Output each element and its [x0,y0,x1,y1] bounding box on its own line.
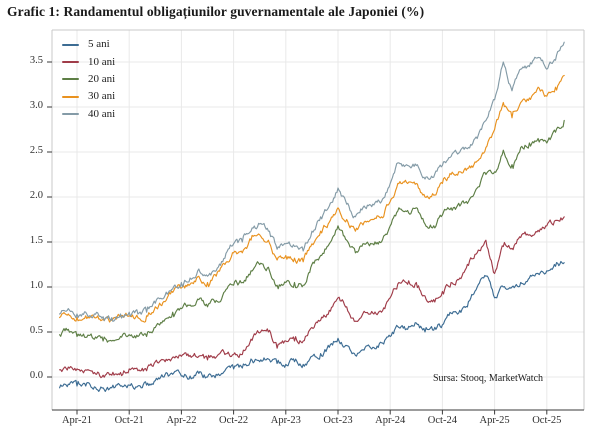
legend-item: 30 ani [62,88,115,105]
legend-label: 10 ani [88,55,116,68]
y-tick-label: 3.0 [29,100,43,111]
x-tick-label: Apr-22 [166,415,197,426]
source-note: Sursa: Stooq, MarketWatch [433,373,544,384]
legend-label: 40 ani [88,107,116,120]
legend-label: 30 ani [88,90,116,103]
series-line-5-ani [59,260,565,392]
y-tick-label: 1.5 [29,235,43,246]
chart-title: Grafic 1: Randamentul obligațiunilor guv… [7,4,425,19]
x-tick-label: Oct-22 [219,415,249,426]
y-tick-label: 0.5 [29,325,43,336]
series-line-20-ani [59,119,565,343]
y-tick-label: 2.0 [29,190,43,201]
legend-label: 20 ani [88,72,116,85]
legend-line-swatch [62,61,79,64]
legend-line-swatch [62,43,79,46]
x-tick-label: Oct-23 [323,415,353,426]
series-line-10-ani [59,216,565,379]
y-tick-label: 3.5 [29,55,43,66]
legend-item: 40 ani [62,106,115,123]
series-line-30-ani [59,74,565,323]
legend-line-swatch [62,78,79,81]
series-line-40-ani [59,41,565,322]
y-tick-label: 2.5 [29,145,43,156]
x-tick-label: Oct-24 [427,415,457,426]
legend-item: 20 ani [62,71,115,88]
x-tick-label: Apr-21 [61,415,93,426]
x-tick-label: Apr-25 [479,415,510,426]
y-tick-label: 1.0 [29,280,43,291]
x-tick-label: Oct-21 [114,415,144,426]
x-tick-label: Oct-25 [532,415,562,426]
legend-label: 5 ani [88,38,110,51]
y-tick-label: 0.0 [29,370,43,381]
legend-line-swatch [62,95,79,98]
x-tick-label: Apr-23 [270,415,301,426]
legend-item: 5 ani [62,36,115,53]
legend-line-swatch [62,113,79,116]
x-tick-label: Apr-24 [375,415,406,426]
legend-item: 10 ani [62,53,115,70]
series-group [59,41,565,392]
chart-legend: 5 ani 10 ani 20 ani 30 ani 40 ani [62,36,115,123]
